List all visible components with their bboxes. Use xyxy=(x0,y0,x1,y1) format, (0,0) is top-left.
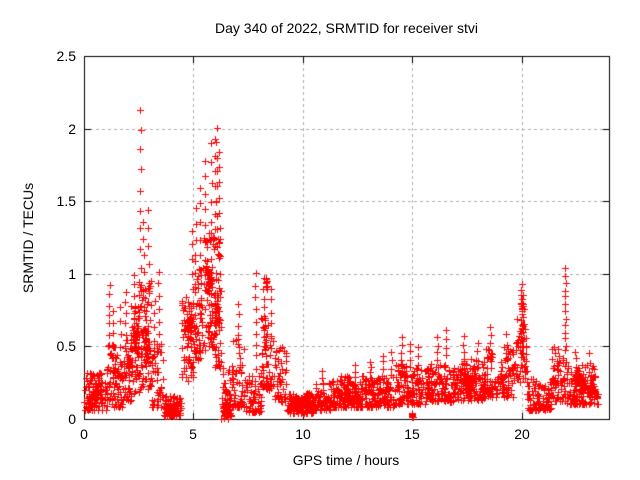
x-axis-label: GPS time / hours xyxy=(292,452,400,468)
y-axis-label: SRMTID / TECUs xyxy=(20,182,36,294)
chart-title: Day 340 of 2022, SRMTID for receiver stv… xyxy=(215,20,478,36)
